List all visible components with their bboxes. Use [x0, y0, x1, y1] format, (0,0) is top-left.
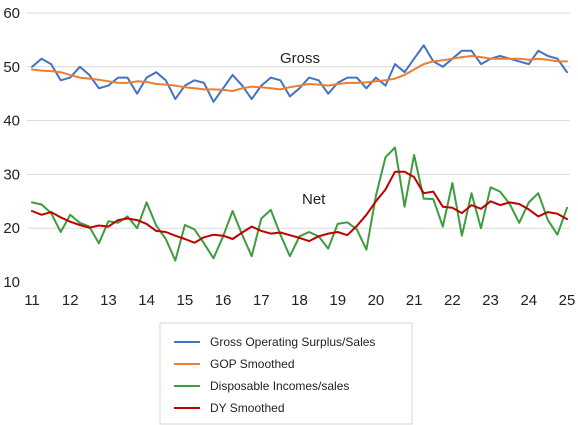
x-tick-label: 23 — [482, 292, 499, 309]
gridlines — [27, 12, 570, 229]
y-tick-label: 20 — [3, 220, 20, 237]
annotation-net: Net — [302, 191, 326, 208]
series-lines — [31, 44, 568, 262]
x-axis-ticks: 11 12 13 14 15 16 17 18 19 20 21 22 23 24 25 — [24, 292, 575, 309]
annotation-gross: Gross — [280, 50, 320, 67]
legend-label: Disposable Incomes/sales — [210, 379, 349, 393]
y-tick-label: 40 — [3, 113, 20, 130]
legend-label: GOP Smoothed — [210, 357, 295, 371]
legend-box — [159, 322, 413, 425]
legend-label: Gross Operating Surplus/Sales — [210, 335, 375, 349]
series-line-3 — [31, 146, 568, 262]
legend: Gross Operating Surplus/Sales GOP Smoothe… — [174, 335, 375, 415]
x-tick-label: 19 — [329, 292, 346, 309]
x-tick-label: 22 — [444, 292, 461, 309]
x-tick-label: 24 — [520, 292, 537, 309]
legend-label: DY Smoothed — [210, 401, 285, 415]
x-tick-label: 18 — [291, 292, 308, 309]
y-tick-label: 30 — [3, 166, 20, 183]
x-tick-label: 14 — [138, 292, 155, 309]
x-tick-label: 13 — [100, 292, 117, 309]
series-line-1 — [31, 44, 568, 103]
x-tick-label: 20 — [368, 292, 385, 309]
x-tick-label: 12 — [62, 292, 79, 309]
y-tick-label: 50 — [3, 59, 20, 76]
x-tick-label: 25 — [559, 292, 576, 309]
x-tick-label: 21 — [406, 292, 423, 309]
y-axis-ticks: 10 20 30 40 50 60 — [3, 5, 20, 291]
series-line-4 — [31, 170, 568, 244]
series-line-2 — [31, 55, 568, 92]
x-tick-label: 11 — [24, 292, 40, 309]
x-tick-label: 16 — [215, 292, 232, 309]
x-tick-label: 17 — [253, 292, 270, 309]
x-tick-label: 15 — [177, 292, 194, 309]
y-tick-label: 60 — [3, 5, 20, 22]
y-tick-label: 10 — [3, 274, 20, 291]
